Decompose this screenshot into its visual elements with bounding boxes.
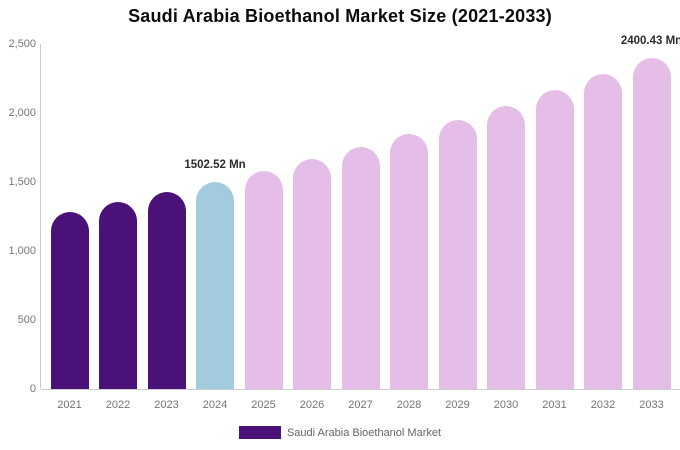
y-axis-tick-label: 500 (17, 314, 36, 326)
chart-title: Saudi Arabia Bioethanol Market Size (202… (128, 6, 552, 26)
x-axis-label-2022: 2022 (105, 399, 131, 411)
x-axis-label-2031: 2031 (542, 399, 567, 411)
bar-2033[interactable] (632, 57, 671, 389)
x-axis-label-2028: 2028 (396, 399, 422, 411)
x-axis-label-2030: 2030 (493, 399, 519, 411)
y-axis-tick-label: 1,000 (8, 245, 36, 257)
x-axis-label-2024: 2024 (202, 399, 228, 411)
bar-2027[interactable] (341, 146, 380, 389)
bar-value-label-2033: 2400.43 Mn (620, 34, 680, 47)
y-axis-tick-label: 2,500 (8, 38, 36, 50)
x-axis-label-2025: 2025 (251, 399, 276, 411)
y-axis-line (40, 44, 41, 389)
y-axis-tick-label: 0 (29, 383, 36, 395)
y-axis-tick-label: 2,000 (8, 107, 36, 119)
bar-2024[interactable] (196, 181, 234, 389)
legend-swatch (238, 426, 281, 439)
bar-2028[interactable] (390, 133, 428, 389)
bar-2025[interactable] (244, 170, 283, 389)
x-axis-label-2026: 2026 (299, 399, 325, 411)
bar-2029[interactable] (438, 119, 477, 389)
x-axis-label-2027: 2027 (348, 399, 373, 411)
bar-2031[interactable] (535, 90, 574, 389)
bar-2026[interactable] (293, 158, 331, 389)
x-axis-label-2033: 2033 (639, 399, 664, 411)
y-axis-tick-label: 1,500 (8, 176, 36, 188)
x-axis-label-2029: 2029 (445, 399, 470, 411)
bar-value-label-2024: 1502.52 Mn (184, 158, 246, 171)
x-axis-label-2021: 2021 (57, 399, 82, 411)
x-axis-line (41, 389, 680, 390)
bar-2030[interactable] (487, 105, 525, 389)
legend-label: Saudi Arabia Bioethanol Market (286, 426, 442, 439)
x-axis-label-2023: 2023 (154, 399, 179, 411)
bar-2021[interactable] (50, 211, 89, 389)
x-axis-label-2032: 2032 (590, 399, 616, 411)
legend-item[interactable]: Saudi Arabia Bioethanol Market (0, 426, 680, 439)
bar-2023[interactable] (147, 192, 186, 389)
bar-2022[interactable] (99, 202, 137, 389)
bar-2032[interactable] (584, 74, 622, 389)
